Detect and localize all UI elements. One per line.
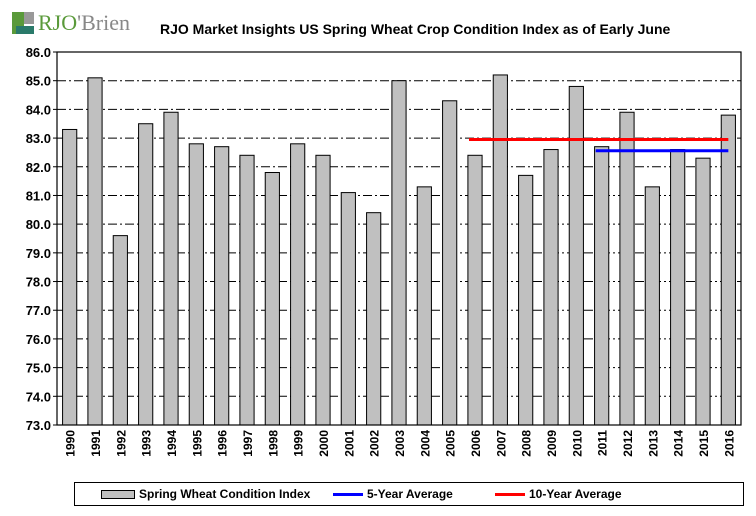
- bar-1990: [62, 128, 78, 426]
- y-tick-label: 77.0: [26, 303, 51, 318]
- logo-text: RJO: [38, 10, 78, 35]
- bar-1991: [87, 77, 103, 426]
- legend-item-10yr: 10-Year Average: [495, 487, 622, 501]
- bar-1993: [138, 123, 154, 426]
- bar-1999: [290, 143, 306, 426]
- x-tick-label: 2007: [494, 430, 508, 457]
- x-tick-label: 1994: [165, 430, 179, 457]
- x-tick-label: 2004: [418, 430, 432, 457]
- x-tick-label: 2014: [672, 430, 686, 457]
- y-tick-label: 76.0: [26, 332, 51, 347]
- bar-2006: [467, 154, 483, 426]
- bar-1992: [112, 235, 128, 426]
- x-tick-label: 2009: [545, 430, 559, 457]
- bar-2003: [391, 80, 407, 426]
- chart-title: RJO Market Insights US Spring Wheat Crop…: [160, 21, 671, 37]
- y-tick-label: 78.0: [26, 275, 51, 290]
- y-tick-label: 74.0: [26, 389, 51, 404]
- logo-text-2: 'Brien: [77, 10, 130, 35]
- y-tick-label: 73.0: [26, 418, 51, 433]
- bar-1997: [239, 154, 255, 426]
- legend-item-5yr: 5-Year Average: [333, 487, 453, 501]
- y-tick-label: 79.0: [26, 246, 51, 261]
- x-tick-label: 2016: [722, 430, 736, 457]
- legend-label-5yr: 5-Year Average: [367, 487, 453, 501]
- x-tick-label: 1999: [292, 430, 306, 457]
- x-tick-label: 2006: [469, 430, 483, 457]
- x-tick-label: 2011: [596, 430, 610, 456]
- y-tick-label: 86.0: [26, 45, 51, 60]
- bar-1994: [163, 111, 179, 426]
- x-tick-label: 1997: [241, 430, 255, 457]
- x-tick-label: 2012: [621, 430, 635, 457]
- x-tick-label: 1991: [89, 430, 103, 457]
- x-tick-label: 2010: [570, 430, 584, 457]
- legend-swatch-5yr: [333, 492, 363, 496]
- y-tick-label: 84.0: [26, 102, 51, 117]
- legend-swatch-bars: [101, 489, 135, 499]
- bar-2016: [720, 114, 736, 426]
- bar-1998: [264, 172, 280, 426]
- bar-2009: [543, 149, 559, 426]
- bar-2015: [695, 157, 711, 426]
- legend-swatch-10yr: [495, 492, 525, 496]
- bar-2007: [492, 74, 508, 426]
- y-tick-label: 80.0: [26, 217, 51, 232]
- x-tick-label: 2005: [444, 430, 458, 457]
- x-tick-label: 1992: [114, 430, 128, 457]
- bar-2005: [442, 100, 458, 426]
- y-tick-label: 82.0: [26, 160, 51, 175]
- x-tick-label: 2013: [646, 430, 660, 457]
- x-tick-label: 1998: [266, 430, 280, 457]
- bar-2013: [644, 186, 660, 426]
- x-tick-label: 1990: [64, 430, 78, 457]
- bar-2011: [594, 146, 610, 426]
- bar-1995: [188, 143, 204, 426]
- legend-item-bars: Spring Wheat Condition Index: [101, 487, 310, 501]
- x-tick-label: 2003: [393, 430, 407, 457]
- bar-2010: [568, 85, 584, 426]
- x-tick-label: 2015: [697, 430, 711, 457]
- x-tick-label: 1993: [140, 430, 154, 457]
- y-tick-label: 81.0: [26, 188, 51, 203]
- x-tick-label: 2000: [317, 430, 331, 457]
- bar-2014: [670, 149, 686, 426]
- x-tick-label: 2001: [342, 430, 356, 457]
- legend: Spring Wheat Condition Index 5-Year Aver…: [74, 482, 744, 506]
- y-tick-label: 75.0: [26, 361, 51, 376]
- y-tick-label: 85.0: [26, 74, 51, 89]
- x-tick-label: 1995: [190, 430, 204, 457]
- x-tick-label: 2008: [520, 430, 534, 457]
- legend-label-10yr: 10-Year Average: [529, 487, 622, 501]
- y-tick-label: 83.0: [26, 131, 51, 146]
- bar-2000: [315, 154, 331, 426]
- x-tick-label: 2002: [368, 430, 382, 457]
- x-tick-label: 1996: [216, 430, 230, 457]
- bar-2002: [366, 212, 382, 426]
- rjobrien-logo: RJO 'Brien: [12, 10, 130, 36]
- legend-label-bars: Spring Wheat Condition Index: [139, 487, 311, 501]
- plot-frame: [56, 51, 742, 426]
- bar-2012: [619, 111, 635, 426]
- logo-mark-icon: [12, 12, 34, 34]
- bar-2004: [416, 186, 432, 426]
- bar-2001: [340, 192, 356, 426]
- bar-2008: [518, 174, 534, 426]
- bar-1996: [214, 146, 230, 426]
